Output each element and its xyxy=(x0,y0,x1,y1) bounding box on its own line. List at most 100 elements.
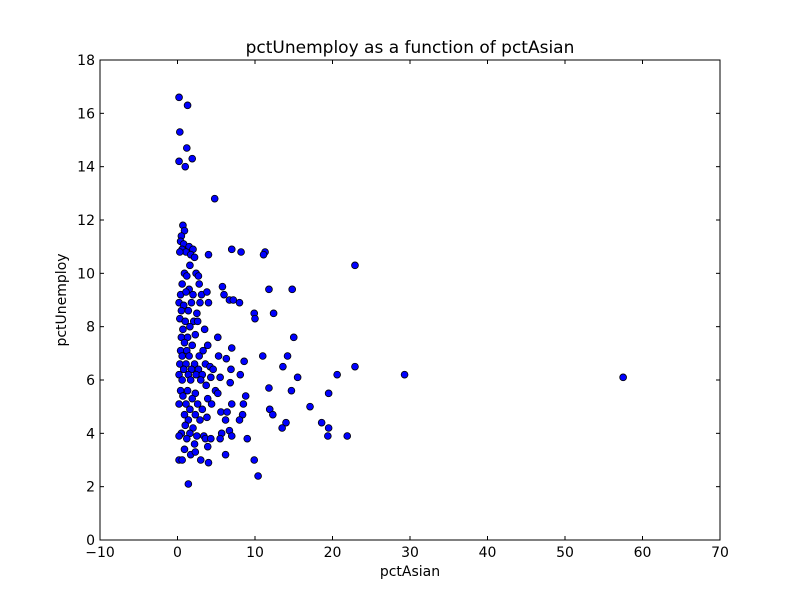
data-point xyxy=(239,400,248,408)
data-point xyxy=(180,445,189,454)
data-point xyxy=(188,341,197,350)
data-points xyxy=(175,93,627,488)
data-point xyxy=(214,333,222,342)
data-point xyxy=(184,480,193,488)
data-point xyxy=(185,352,193,360)
data-point xyxy=(204,458,213,467)
data-point xyxy=(237,248,245,256)
data-point xyxy=(235,298,244,307)
data-point xyxy=(235,416,244,424)
y-tick-label: 16 xyxy=(77,106,95,122)
data-point xyxy=(183,144,191,152)
data-point xyxy=(191,448,200,456)
data-point xyxy=(203,341,212,350)
data-point xyxy=(216,434,224,443)
x-axis-label: pctAsian xyxy=(380,564,440,580)
data-point xyxy=(188,154,197,163)
data-point xyxy=(241,392,250,400)
x-tick-label: 60 xyxy=(634,545,652,561)
x-axis-ticks: −10 0 10 20 30 40 50 60 70 xyxy=(85,60,729,561)
x-tick-label: 40 xyxy=(479,545,497,561)
data-point xyxy=(287,386,296,395)
data-point xyxy=(183,272,191,280)
data-point xyxy=(180,338,189,347)
data-point xyxy=(179,392,187,400)
data-point xyxy=(196,376,205,384)
data-point xyxy=(191,410,200,419)
data-point xyxy=(183,386,192,395)
y-tick-label: 0 xyxy=(86,533,95,549)
data-point xyxy=(188,394,197,403)
data-point xyxy=(178,352,186,360)
data-point xyxy=(191,330,200,339)
data-point xyxy=(351,261,359,270)
data-point xyxy=(221,416,230,424)
data-point xyxy=(182,288,190,296)
data-point xyxy=(216,373,224,382)
data-point xyxy=(250,456,259,464)
y-axis-ticks: 0 2 4 6 8 10 12 14 16 18 xyxy=(77,53,720,549)
data-point xyxy=(179,325,187,334)
data-point xyxy=(251,314,259,323)
data-point xyxy=(207,373,215,382)
data-point xyxy=(351,362,359,371)
data-point xyxy=(222,354,231,363)
data-point xyxy=(203,413,211,422)
data-point xyxy=(183,434,191,443)
data-point xyxy=(214,352,223,360)
data-point xyxy=(306,402,314,411)
x-tick-label: −10 xyxy=(85,545,115,561)
data-point xyxy=(183,101,192,110)
y-tick-label: 18 xyxy=(77,53,95,69)
data-point xyxy=(175,400,183,408)
chart-title: pctUnemploy as a function of pctAsian xyxy=(246,38,575,58)
data-point xyxy=(226,378,235,387)
data-point xyxy=(203,288,211,296)
data-point xyxy=(259,250,268,259)
data-point xyxy=(203,394,212,403)
data-point xyxy=(182,400,190,408)
data-point xyxy=(194,272,203,280)
y-tick-label: 2 xyxy=(86,480,95,496)
data-point xyxy=(317,418,326,427)
data-point xyxy=(187,298,196,307)
data-point xyxy=(269,309,278,318)
data-point xyxy=(236,370,245,379)
data-point xyxy=(186,261,194,270)
data-point xyxy=(203,442,212,451)
data-point xyxy=(265,384,273,392)
data-point xyxy=(198,405,207,414)
y-tick-label: 6 xyxy=(86,373,95,389)
data-point xyxy=(207,400,216,408)
data-point xyxy=(227,344,236,352)
y-tick-label: 8 xyxy=(86,320,95,336)
data-point xyxy=(227,432,236,440)
data-point xyxy=(258,352,267,360)
data-point xyxy=(269,410,277,419)
data-point xyxy=(209,365,217,374)
data-point xyxy=(176,128,184,136)
y-tick-label: 4 xyxy=(86,426,95,442)
data-point xyxy=(282,418,290,427)
x-tick-label: 30 xyxy=(401,545,419,561)
data-point xyxy=(179,365,188,374)
y-tick-label: 14 xyxy=(77,160,95,176)
data-point xyxy=(254,472,262,480)
data-point xyxy=(177,306,186,315)
data-point xyxy=(214,389,222,398)
data-point xyxy=(176,248,184,256)
data-point xyxy=(180,410,189,419)
data-point xyxy=(181,317,190,326)
data-point xyxy=(229,296,238,304)
data-point xyxy=(227,245,236,254)
data-point xyxy=(400,370,409,379)
data-point xyxy=(175,93,183,102)
data-point xyxy=(343,432,352,440)
data-point xyxy=(193,432,201,440)
data-point xyxy=(190,440,199,448)
data-point xyxy=(190,253,199,262)
data-point xyxy=(324,432,332,440)
y-tick-label: 12 xyxy=(77,213,95,229)
data-point xyxy=(178,280,186,288)
